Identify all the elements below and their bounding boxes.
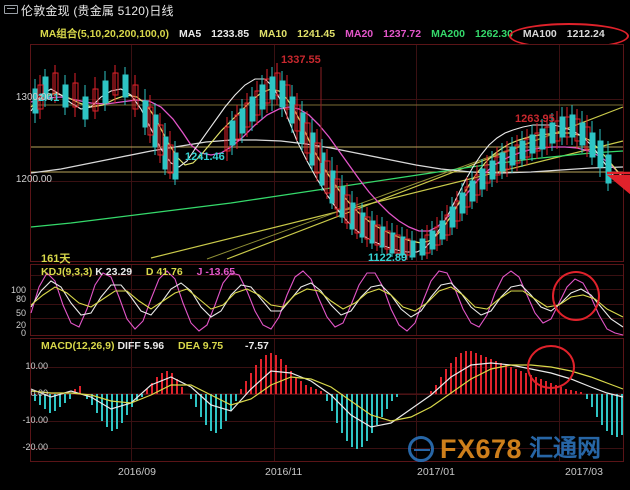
ma10-label: MA10 — [259, 28, 288, 40]
price-ytick-1300: 1300.00 — [15, 92, 52, 103]
kdj-j-label: J — [196, 266, 203, 278]
watermark-logo: FX678 汇通网 — [408, 432, 601, 466]
ma10-value: 1241.45 — [297, 28, 336, 40]
ma5-label: MA5 — [178, 28, 202, 40]
annotation-low-price: 1122.89 — [368, 252, 408, 264]
macd-ytick-neg10: -10.00 — [22, 415, 48, 425]
down-arrow-marker — [607, 171, 630, 195]
annotation-support-price: 1241.46 — [185, 151, 225, 163]
kdj-k-value: 23.29 — [105, 266, 133, 278]
annotation-days-label: 161天 — [41, 253, 71, 265]
macd-dea-label: DEA — [177, 340, 200, 352]
xtick-2016-09: 2016/09 — [118, 466, 156, 478]
kdj-chart-pane[interactable] — [30, 264, 624, 336]
kdj-legend: KDJ(9,3,3) K 23.29 D 41.76 J -13.65 — [41, 266, 235, 278]
price-ytick-1200: 1200.00 — [15, 174, 52, 185]
xtick-2017-01: 2017/01 — [417, 466, 455, 478]
macd-name: MACD(12,26,9) — [41, 340, 115, 352]
kdj-j-value: -13.65 — [205, 266, 236, 278]
kdj-highlight-ellipse — [552, 271, 600, 321]
xtick-2017-03: 2017/03 — [565, 466, 603, 478]
macd-ytick-neg20: -20.00 — [22, 442, 48, 452]
page-title: 伦敦金现 (贵金属 5120)日线 — [21, 4, 174, 18]
price-chart-pane[interactable]: 2.41 1337.55 1241.46 1122.89 1263.95 — [30, 44, 630, 264]
kdj-ytick-20: 20 — [15, 320, 26, 330]
price-series-svg — [30, 63, 630, 260]
macd-ytick-0: 0.00 — [30, 388, 48, 398]
ma-combo-label: MA组合(5,10,20,200,100,0) — [40, 28, 169, 40]
window-restore-icon[interactable] — [4, 5, 18, 14]
kdj-ytick-50: 50 — [15, 308, 26, 318]
macd-diff-value: 5.96 — [143, 340, 165, 352]
kdj-d-label: D — [145, 266, 154, 278]
xtick-2016-11: 2016/11 — [265, 466, 303, 478]
ma20-value: 1237.72 — [383, 28, 422, 40]
ma200-label: MA200 — [431, 28, 465, 40]
ma200-value: 1262.30 — [474, 28, 513, 40]
title-bar: 伦敦金现 (贵金属 5120)日线 — [0, 0, 630, 18]
watermark-brand: FX678 — [440, 433, 523, 464]
kdj-k-label: K — [95, 266, 103, 278]
kdj-ytick-80: 80 — [15, 294, 26, 304]
annotation-high-price: 1337.55 — [281, 54, 321, 66]
watermark-brand-cn: 汇通网 — [529, 435, 602, 462]
kdj-d-value: 41.76 — [156, 266, 183, 278]
globe-icon — [408, 436, 434, 462]
kdj-ytick-100: 100 — [10, 285, 26, 295]
ma5-value: 1233.85 — [211, 28, 250, 40]
macd-legend: MACD(12,26,9) DIFF 5.96 DEA 9.75 -7.57 — [41, 340, 269, 352]
macd-diff-label: DIFF — [117, 340, 141, 352]
kdj-name: KDJ(9,3,3) — [41, 266, 93, 278]
annotation-resistance-price: 1263.95 — [515, 113, 555, 125]
macd-chart-pane[interactable] — [30, 338, 624, 462]
macd-dea-value: 9.75 — [202, 340, 224, 352]
ma20-label: MA20 — [345, 28, 374, 40]
annotation-open-price: 2.41 — [38, 92, 60, 104]
macd-highlight-ellipse — [527, 345, 575, 389]
macd-histogram-value: -7.57 — [244, 340, 269, 352]
macd-ytick-10: 10.00 — [25, 361, 48, 371]
kdj-ytick-0: 0 — [20, 328, 26, 338]
kdj-series-svg — [30, 270, 624, 336]
